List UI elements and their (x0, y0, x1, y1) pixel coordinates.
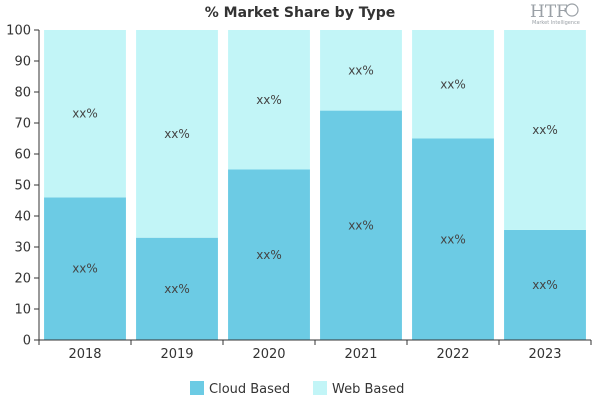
bar-cloud-based-2023[interactable] (504, 229, 586, 340)
y-tick-label: 10 (14, 303, 31, 318)
bar-web-based-2023[interactable] (504, 30, 586, 230)
bar-web-based-2018[interactable] (44, 30, 126, 198)
bar-web-based-2019[interactable] (136, 30, 218, 238)
data-label: xx% (164, 127, 190, 141)
data-label: xx% (532, 278, 558, 292)
bar-web-based-2022[interactable] (412, 30, 494, 139)
data-label: xx% (440, 232, 466, 246)
x-tick-label: 2018 (68, 347, 101, 362)
logo-text: HTF (530, 2, 568, 22)
y-tick-label: 50 (14, 179, 31, 194)
x-tick-label: 2019 (160, 347, 193, 362)
data-label: xx% (256, 93, 282, 107)
bar-web-based-2021[interactable] (320, 30, 402, 111)
legend-label: Web Based (332, 382, 404, 397)
data-label: xx% (348, 218, 374, 232)
bar-cloud-based-2019[interactable] (136, 237, 218, 340)
x-tick-label: 2023 (528, 347, 561, 362)
globe-icon (565, 3, 579, 17)
y-tick-label: 20 (14, 272, 31, 287)
data-label: xx% (348, 63, 374, 77)
x-tick-label: 2021 (344, 347, 377, 362)
bar-cloud-based-2022[interactable] (412, 138, 494, 341)
data-label: xx% (72, 262, 98, 276)
chart-title: % Market Share by Type (205, 5, 396, 21)
x-axis: 2018 2019 2020 2021 2022 2023 (38, 339, 592, 362)
legend-swatch (190, 381, 204, 395)
legend-label: Cloud Based (209, 382, 290, 397)
data-label: xx% (256, 248, 282, 262)
data-label: xx% (72, 107, 98, 121)
bar-cloud-based-2020[interactable] (228, 169, 310, 341)
data-label: xx% (440, 77, 466, 91)
legend-swatch (313, 381, 327, 395)
x-tick-label: 2020 (252, 347, 285, 362)
legend: Cloud Based Web Based (190, 381, 404, 397)
y-tick-label: 100 (6, 24, 31, 39)
y-tick-label: 30 (14, 241, 31, 256)
y-tick-label: 60 (14, 148, 31, 163)
bar-cloud-based-2018[interactable] (44, 197, 126, 340)
htf-logo: HTF Market Intelligence (530, 2, 580, 26)
y-axis: 0 10 20 30 40 50 60 70 80 90 100 (6, 24, 40, 349)
bars: xx% xx% xx% xx% xx% xx% xx% xx% xx% xx% xx% xx% (44, 30, 586, 340)
y-tick-label: 80 (14, 86, 31, 101)
y-tick-label: 90 (14, 55, 31, 70)
legend-item-web-based[interactable]: Web Based (313, 381, 404, 397)
data-label: xx% (164, 282, 190, 296)
y-tick-label: 40 (14, 210, 31, 225)
data-label: xx% (532, 123, 558, 137)
legend-item-cloud-based[interactable]: Cloud Based (190, 381, 290, 397)
bar-web-based-2020[interactable] (228, 30, 310, 170)
logo-subtext: Market Intelligence (532, 20, 580, 26)
y-tick-label: 0 (23, 334, 31, 349)
y-tick-label: 70 (14, 117, 31, 132)
bar-cloud-based-2021[interactable] (320, 110, 402, 340)
x-tick-label: 2022 (436, 347, 469, 362)
